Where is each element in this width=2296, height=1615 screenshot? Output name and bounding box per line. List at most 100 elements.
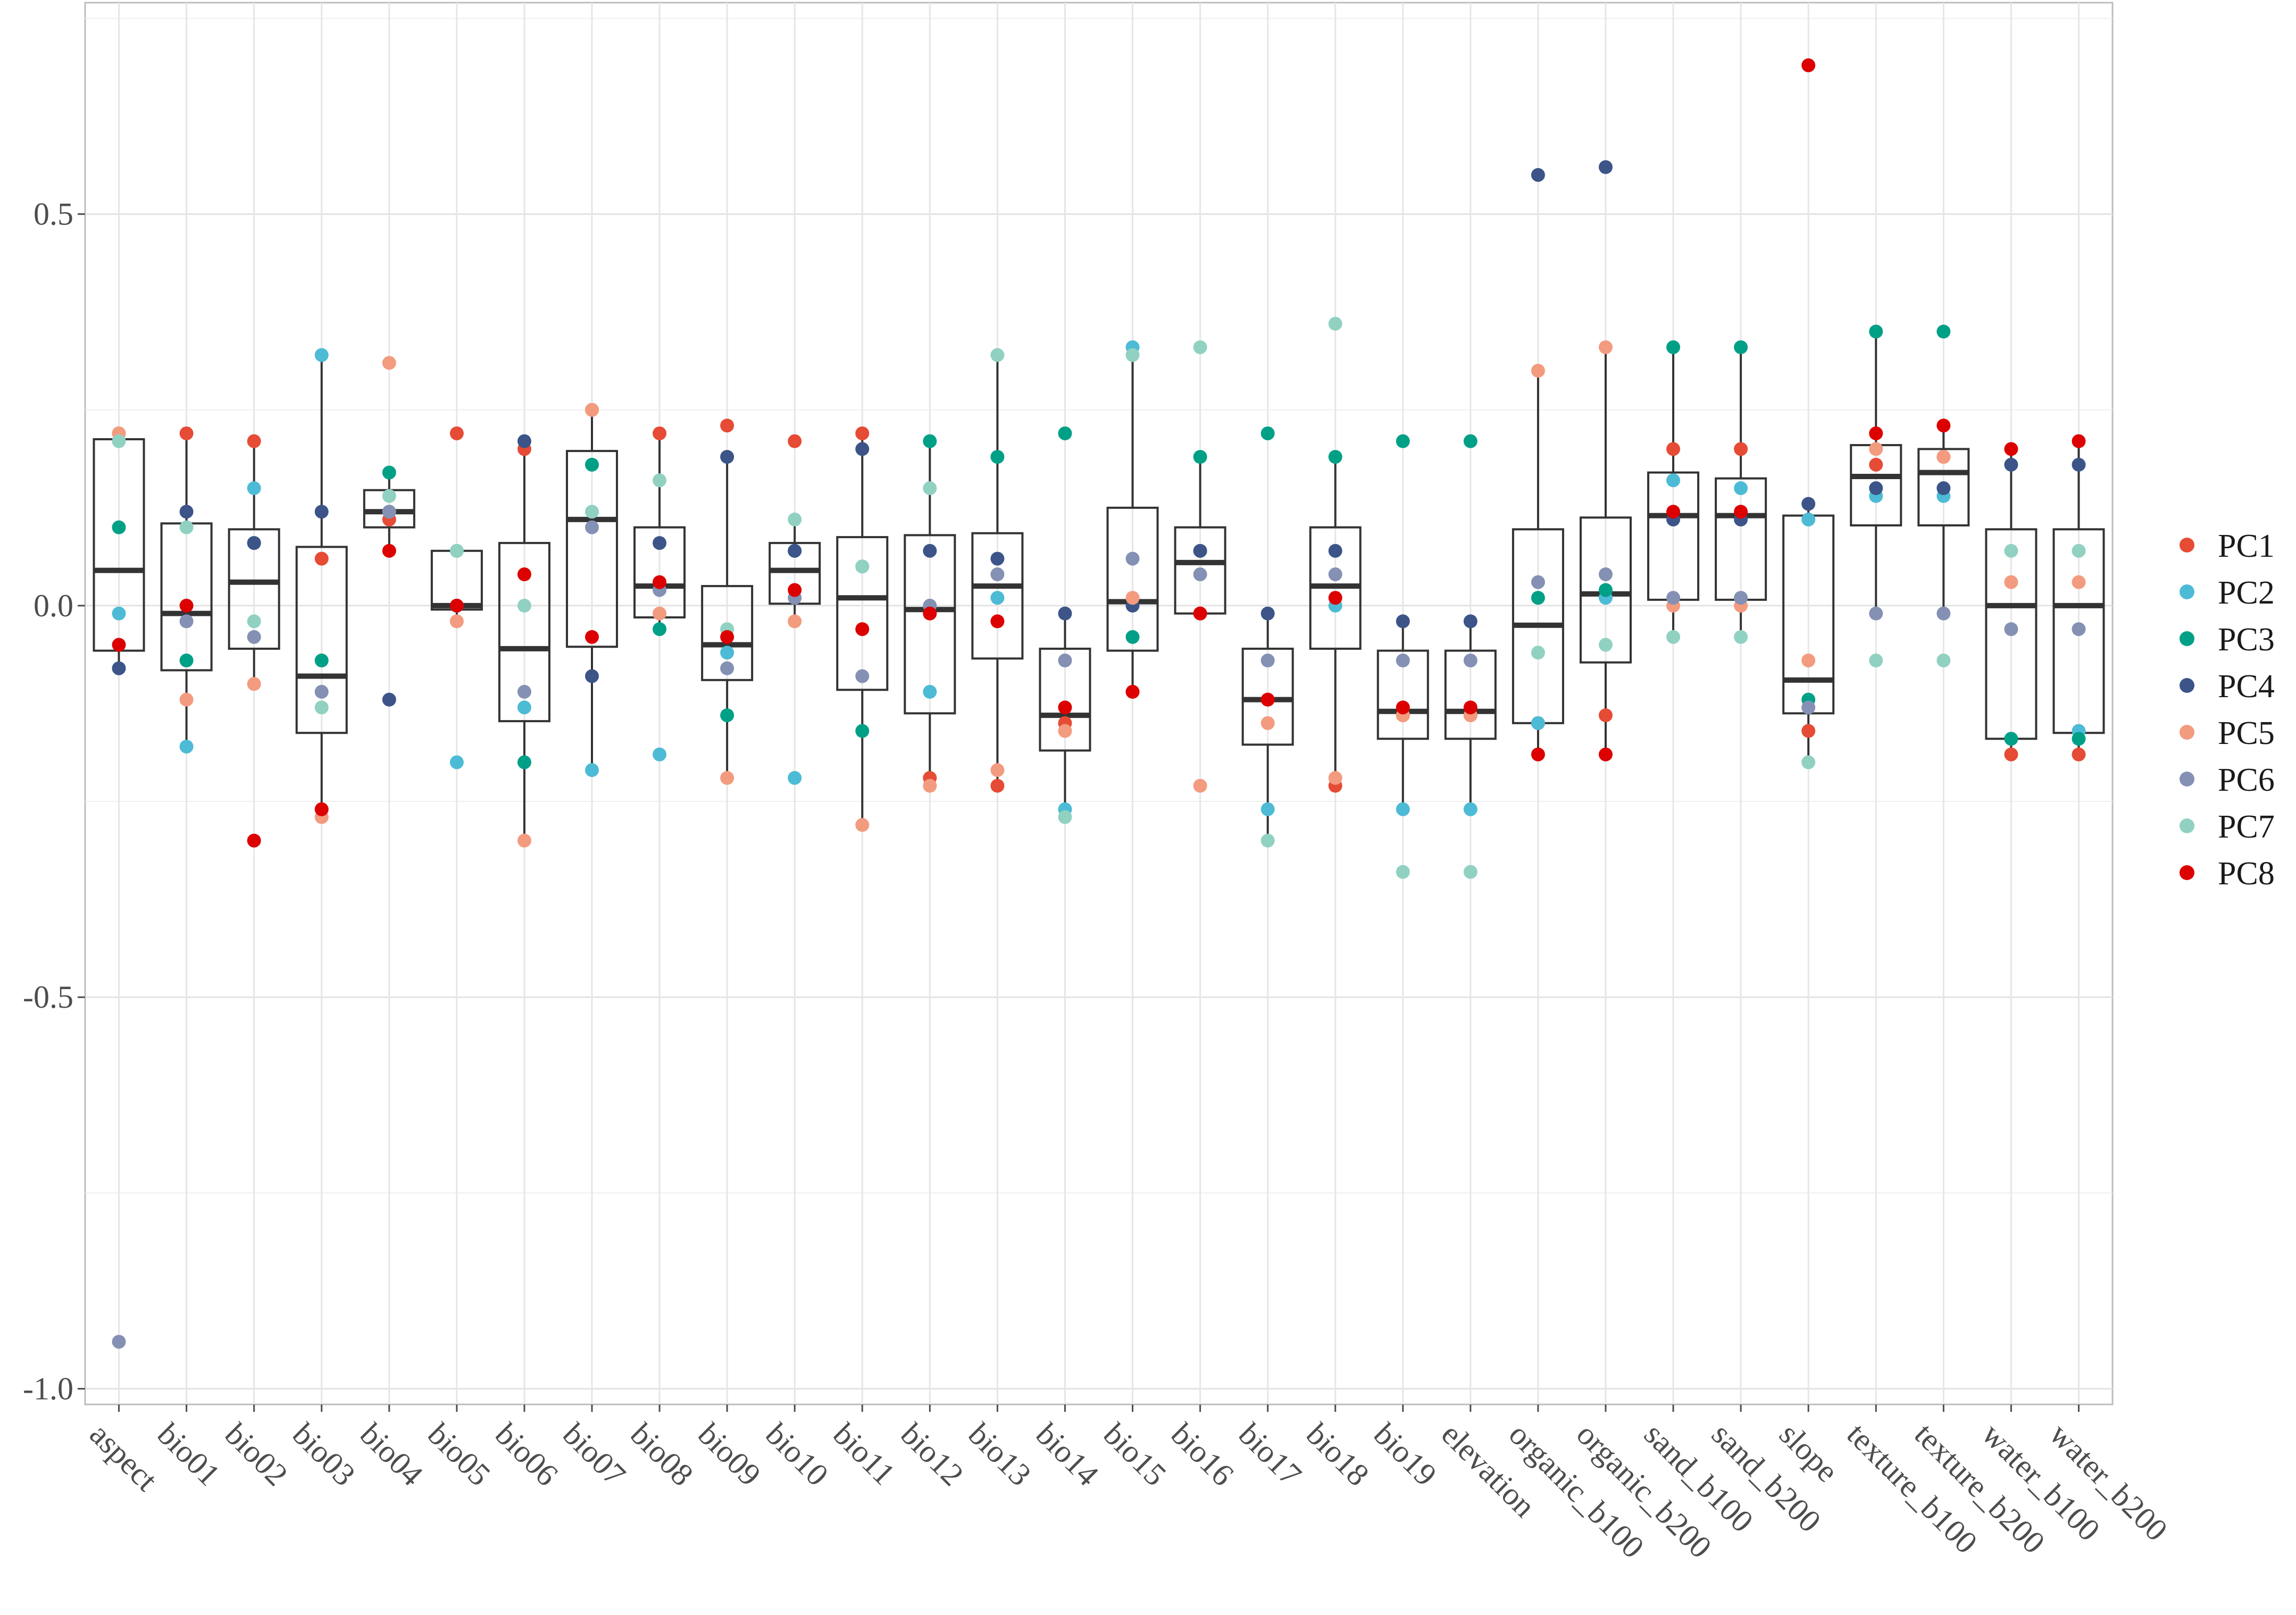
box-iqr: [295, 546, 348, 734]
point-pc2: [449, 755, 464, 769]
point-pc4: [788, 543, 802, 558]
point-pc8: [1734, 505, 1748, 519]
box-iqr: [971, 532, 1024, 660]
point-pc8: [2004, 442, 2018, 456]
point-pc8: [112, 638, 126, 652]
legend-label-pc4: PC4: [2218, 668, 2275, 705]
point-pc8: [179, 598, 194, 613]
point-pc2: [788, 771, 802, 785]
x-tick-label: bio15: [1097, 1417, 1173, 1493]
box-iqr: [701, 585, 754, 681]
point-pc2: [1260, 802, 1275, 816]
point-pc5: [653, 606, 667, 621]
point-pc7: [788, 512, 802, 526]
point-pc5: [1125, 591, 1140, 605]
point-pc3: [2004, 732, 2018, 746]
point-pc4: [990, 551, 1005, 566]
legend-label-pc5: PC5: [2218, 715, 2275, 751]
point-pc8: [1193, 606, 1207, 621]
point-pc6: [1396, 654, 1410, 668]
point-pc7: [653, 473, 667, 488]
point-pc5: [1599, 340, 1613, 354]
x-tick-label: bio12: [894, 1417, 970, 1493]
point-pc5: [449, 614, 464, 629]
point-pc6: [990, 567, 1005, 582]
point-pc5: [1531, 364, 1545, 378]
point-pc5: [720, 771, 734, 785]
x-tick-label: bio13: [962, 1417, 1038, 1493]
x-tick-label: bio08: [624, 1417, 700, 1493]
point-pc4: [1936, 481, 1951, 496]
point-pc3: [990, 450, 1005, 464]
point-pc6: [382, 505, 396, 519]
legend: PC1 PC2 PC3 PC4 PC5 PC6 PC7 PC8: [2180, 528, 2275, 892]
point-pc2: [923, 684, 937, 699]
box-iqr: [228, 528, 280, 650]
x-tick-label: bio14: [1029, 1417, 1105, 1493]
point-pc6: [517, 684, 531, 699]
box-iqr: [904, 534, 956, 715]
point-pc4: [1260, 606, 1275, 621]
point-pc6: [179, 614, 194, 629]
x-tick-label: bio01: [151, 1417, 227, 1493]
point-pc4: [2004, 457, 2018, 472]
box-iqr: [1579, 516, 1632, 664]
point-pc8: [382, 543, 396, 558]
x-tick-label: bio19: [1367, 1417, 1443, 1493]
x-tick-label: bio03: [286, 1417, 362, 1493]
point-pc8: [1666, 505, 1681, 519]
point-pc7: [855, 559, 870, 574]
point-pc8: [855, 622, 870, 637]
point-pc4: [1463, 614, 1477, 629]
point-pc6: [1058, 654, 1072, 668]
point-pc3: [1936, 324, 1951, 339]
legend-key-pc6: [2180, 772, 2194, 786]
point-pc5: [990, 763, 1005, 777]
point-pc8: [1936, 419, 1951, 433]
point-pc4: [585, 669, 599, 683]
legend-key-pc5: [2180, 725, 2194, 740]
data-points: [112, 58, 2086, 1349]
point-pc6: [1936, 606, 1951, 621]
point-pc6: [247, 630, 261, 644]
point-pc5: [788, 614, 802, 629]
point-pc7: [2072, 543, 2086, 558]
point-pc6: [1599, 567, 1613, 582]
point-pc1: [2004, 747, 2018, 762]
point-pc5: [923, 779, 937, 793]
point-pc7: [112, 434, 126, 448]
point-pc3: [382, 465, 396, 480]
point-pc2: [720, 646, 734, 660]
y-tick-label: -0.5: [23, 980, 73, 1015]
point-pc3: [720, 708, 734, 723]
point-pc8: [585, 630, 599, 644]
point-pc2: [247, 481, 261, 496]
point-pc6: [585, 520, 599, 534]
x-tick-label: bio07: [556, 1417, 632, 1493]
point-pc1: [314, 551, 329, 566]
y-tick-label: 0.5: [34, 197, 73, 232]
point-pc3: [923, 434, 937, 448]
point-pc1: [247, 434, 261, 448]
point-pc8: [449, 598, 464, 613]
point-pc6: [1260, 654, 1275, 668]
point-pc4: [1531, 168, 1545, 182]
box-iqr: [1106, 506, 1159, 652]
point-pc5: [2072, 575, 2086, 589]
point-pc5: [2004, 575, 2018, 589]
point-pc7: [1058, 810, 1072, 824]
point-pc7: [1936, 654, 1951, 668]
point-pc4: [247, 536, 261, 550]
point-pc3: [855, 724, 870, 738]
point-pc8: [720, 630, 734, 644]
point-pc3: [1396, 434, 1410, 448]
point-pc6: [1531, 575, 1545, 589]
point-pc7: [990, 348, 1005, 362]
point-pc7: [1801, 755, 1816, 769]
point-pc6: [1734, 591, 1748, 605]
point-pc7: [179, 520, 194, 534]
point-pc3: [1193, 450, 1207, 464]
point-pc8: [990, 614, 1005, 629]
x-tick-label: bio06: [489, 1417, 565, 1493]
box-iqr: [498, 542, 550, 723]
